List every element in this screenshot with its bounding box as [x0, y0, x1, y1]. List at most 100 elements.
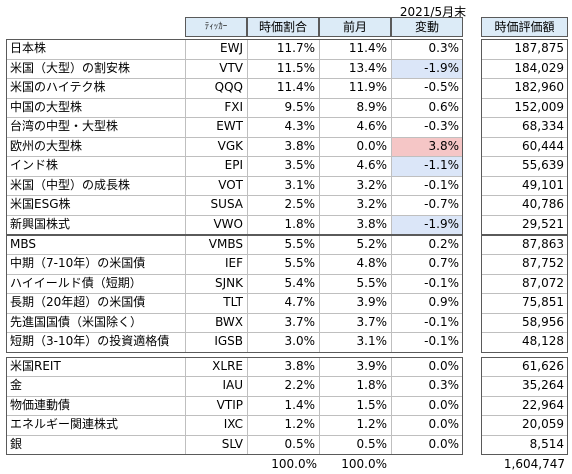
- cell-weight: 1.4%: [284, 397, 316, 412]
- cell-weight: 3.0%: [284, 334, 316, 348]
- date-label: 2021/5月末: [399, 5, 467, 19]
- column-divider: [319, 40, 320, 234]
- change-highlight: [392, 137, 462, 156]
- cell-ticker: VTV: [219, 60, 243, 75]
- cell-ticker: SJNK: [214, 275, 243, 290]
- row-divider: [482, 434, 567, 436]
- cell-prev: 0.5%: [356, 436, 388, 451]
- group-value-box: [481, 356, 568, 455]
- cell-value: 87,752: [522, 256, 564, 270]
- row-divider: [7, 434, 462, 436]
- column-divider: [247, 40, 248, 234]
- cell-ticker: EWT: [216, 119, 243, 133]
- cell-name: 物価連動債: [10, 397, 71, 412]
- cell-name: 銀: [10, 436, 23, 451]
- header-ticker: ﾃｨｯｶｰ: [185, 17, 247, 37]
- change-highlight: [392, 215, 462, 234]
- total-value: 1,604,747: [503, 457, 565, 471]
- cell-name: 短期（3-10年）の投資適格債: [10, 334, 170, 348]
- row-divider: [7, 97, 462, 99]
- row-divider: [7, 175, 462, 177]
- cell-name: 米国REIT: [10, 358, 61, 373]
- cell-value: 20,059: [522, 417, 564, 431]
- cell-change: 0.0%: [428, 397, 460, 412]
- cell-change: -0.7%: [424, 197, 459, 211]
- cell-weight: 2.5%: [284, 197, 316, 211]
- cell-weight: 2.2%: [284, 378, 316, 392]
- cell-change: -0.3%: [424, 119, 459, 133]
- cell-ticker: TLT: [223, 295, 243, 309]
- cell-weight: 11.4%: [276, 80, 315, 94]
- column-divider: [185, 40, 186, 234]
- row-divider: [482, 58, 567, 60]
- cell-weight: 0.5%: [284, 436, 316, 451]
- cell-change: -0.1%: [424, 334, 459, 348]
- cell-ticker: XLRE: [212, 358, 243, 373]
- cell-name: 米国（中型）の成長株: [10, 177, 131, 192]
- header-change: 変動: [391, 17, 463, 37]
- cell-value: 152,009: [514, 99, 564, 114]
- cell-name: 中国の大型株: [10, 99, 83, 114]
- row-divider: [7, 156, 462, 157]
- cell-name: 米国（大型）の割安株: [10, 60, 131, 75]
- cell-change: 0.0%: [428, 436, 460, 451]
- cell-weight: 4.7%: [284, 295, 316, 309]
- cell-name: MBS: [10, 236, 36, 251]
- row-divider: [7, 136, 462, 138]
- cell-ticker: EPI: [224, 158, 243, 172]
- cell-prev: 3.2%: [356, 197, 388, 211]
- cell-weight: 5.5%: [284, 236, 316, 251]
- row-divider: [7, 273, 462, 275]
- row-divider: [482, 395, 567, 397]
- row-divider: [482, 254, 567, 255]
- cell-ticker: IGSB: [214, 334, 243, 348]
- cell-value: 55,639: [522, 158, 564, 172]
- row-divider: [482, 293, 567, 294]
- cell-prev: 3.9%: [356, 295, 388, 309]
- row-divider: [482, 214, 567, 216]
- cell-prev: 13.4%: [348, 60, 387, 75]
- row-divider: [7, 332, 462, 333]
- cell-change: 0.0%: [428, 358, 460, 373]
- cell-ticker: QQQ: [214, 80, 243, 94]
- cell-value: 40,786: [522, 197, 564, 211]
- cell-value: 22,964: [522, 397, 564, 412]
- cell-ticker: VMBS: [208, 236, 243, 251]
- cell-prev: 1.5%: [356, 397, 388, 412]
- cell-weight: 5.4%: [284, 275, 316, 290]
- row-divider: [7, 214, 462, 216]
- row-divider: [7, 293, 462, 294]
- cell-change: -1.9%: [424, 60, 459, 75]
- cell-change: -0.5%: [424, 80, 459, 94]
- cell-change: -0.1%: [424, 177, 459, 192]
- cell-change: 0.9%: [428, 295, 460, 309]
- row-divider: [482, 273, 567, 275]
- cell-weight: 11.5%: [276, 60, 315, 75]
- row-divider: [7, 195, 462, 196]
- row-divider: [482, 195, 567, 196]
- change-highlight: [392, 157, 462, 176]
- row-divider: [7, 376, 462, 377]
- cell-prev: 4.6%: [356, 119, 388, 133]
- column-divider: [319, 235, 320, 352]
- cell-weight: 3.1%: [284, 177, 316, 192]
- cell-weight: 1.2%: [284, 417, 316, 431]
- group-box: [6, 234, 463, 353]
- cell-ticker: IAU: [222, 378, 243, 392]
- row-divider: [7, 312, 462, 314]
- row-divider: [7, 78, 462, 79]
- cell-name: 先進国国債（米国除く）: [10, 314, 143, 329]
- cell-weight: 11.7%: [276, 41, 315, 55]
- cell-value: 8,514: [529, 436, 564, 451]
- cell-name: ハイイールド債（短期）: [10, 275, 142, 290]
- row-divider: [482, 376, 567, 377]
- cell-ticker: VTIP: [216, 397, 243, 412]
- cell-prev: 3.7%: [356, 314, 388, 329]
- row-divider: [7, 117, 462, 118]
- column-divider: [391, 235, 392, 352]
- cell-name: 金: [10, 378, 23, 392]
- cell-prev: 11.4%: [348, 41, 387, 55]
- cell-value: 48,128: [522, 334, 564, 348]
- cell-value: 187,875: [514, 41, 564, 55]
- cell-ticker: EWJ: [220, 41, 243, 55]
